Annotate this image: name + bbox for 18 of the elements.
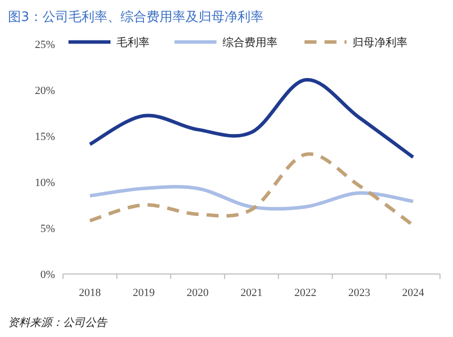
legend-label: 毛利率	[116, 36, 150, 49]
x-tick-label: 2023	[348, 287, 371, 299]
legend-label: 归母净利率	[352, 36, 408, 49]
y-tick-label: 0%	[40, 269, 55, 281]
x-tick-label: 2022	[294, 287, 316, 299]
text: 资料来源：公司公告	[8, 316, 108, 329]
title: 图3：公司毛利率、综合费用率及归母净利率	[8, 10, 264, 25]
y-tick-label: 15%	[34, 131, 55, 143]
y-tick-label: 20%	[34, 85, 55, 97]
y-tick-label: 5%	[40, 223, 55, 235]
y-tick-label: 10%	[34, 177, 55, 189]
y-tick-label: 25%	[34, 39, 55, 51]
x-tick-label: 2024	[402, 287, 425, 299]
x-tick-label: 2019	[132, 287, 156, 299]
legend-label: 综合费用率	[222, 36, 278, 49]
x-tick-label: 2018	[78, 287, 102, 299]
x-tick-label: 2020	[186, 287, 210, 299]
x-tick-label: 2021	[240, 287, 262, 299]
